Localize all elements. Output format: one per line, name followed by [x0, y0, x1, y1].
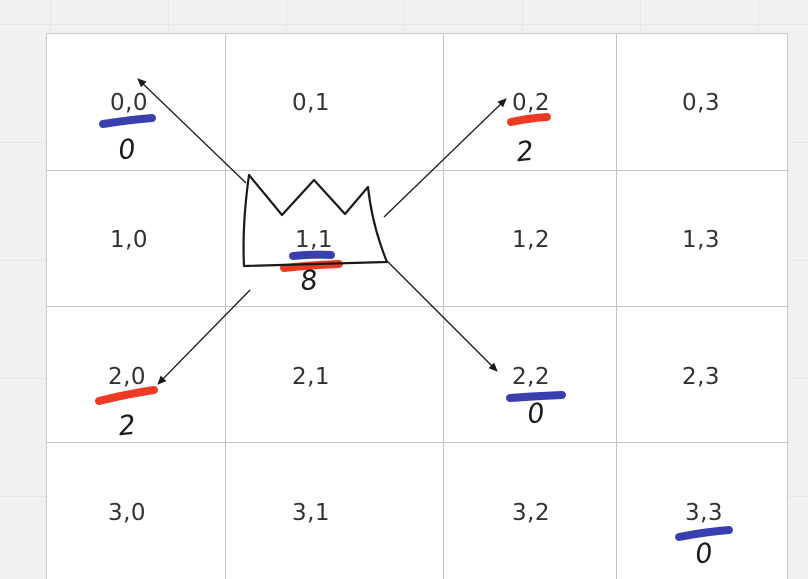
chess-board-grid	[46, 33, 789, 579]
cell-label-0-1: 0,1	[291, 90, 331, 116]
handwritten-value-2-2: 0	[525, 397, 547, 431]
cell-label-3-3: 3,3	[684, 500, 724, 526]
cell-label-0-3: 0,3	[681, 90, 721, 116]
cell-label-2-2: 2,2	[511, 364, 551, 390]
cell-label-3-0: 3,0	[107, 500, 147, 526]
grid-line-horizontal	[47, 442, 789, 443]
handwritten-value-2-0: 2	[116, 409, 138, 443]
handwritten-value-0-2: 2	[514, 135, 536, 169]
cell-label-0-0: 0,0	[109, 90, 149, 116]
cell-label-2-3: 2,3	[681, 364, 721, 390]
grid-line-horizontal	[47, 306, 789, 307]
handwritten-value-1-1: 8	[298, 264, 320, 298]
cell-label-3-1: 3,1	[291, 500, 331, 526]
handwritten-value-0-0: 0	[116, 133, 138, 167]
cell-label-1-3: 1,3	[681, 227, 721, 253]
cell-label-2-1: 2,1	[291, 364, 331, 390]
cell-label-1-2: 1,2	[511, 227, 551, 253]
cell-label-1-1: 1,1	[294, 227, 334, 253]
cell-label-1-0: 1,0	[109, 227, 149, 253]
cell-label-2-0: 2,0	[107, 364, 147, 390]
cell-label-3-2: 3,2	[511, 500, 551, 526]
cell-label-0-2: 0,2	[511, 90, 551, 116]
grid-line-horizontal	[47, 170, 789, 171]
handwritten-value-3-3: 0	[693, 537, 715, 571]
